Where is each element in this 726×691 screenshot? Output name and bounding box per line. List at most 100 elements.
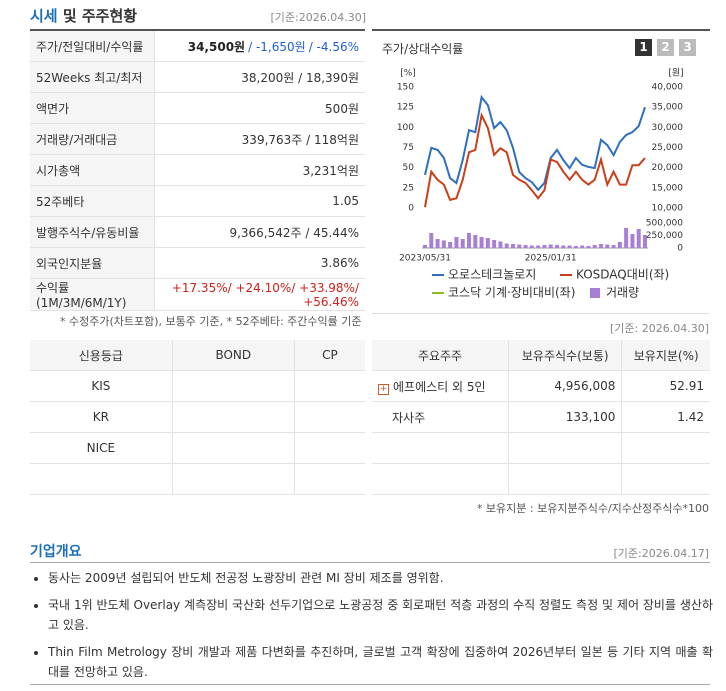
value: 500원 — [154, 92, 365, 124]
tick-label: 10,000 — [652, 204, 684, 214]
row: 액면가 500원 — [30, 92, 365, 124]
chart-title: 주가/상대수익률 — [382, 42, 464, 56]
cell: KR — [30, 401, 173, 433]
tab-button[interactable]: 2 — [657, 39, 674, 56]
credit-table: 신용등급 BOND CP KIS KR NICE — [30, 340, 365, 495]
tick-label: 35,000 — [652, 103, 684, 113]
legend-label: KOSDAQ대비(좌) — [576, 268, 669, 282]
tab-button[interactable]: 3 — [679, 39, 696, 56]
cell — [172, 463, 295, 495]
tick-label: 30,000 — [652, 123, 684, 133]
volume-bar — [448, 242, 453, 248]
volume-bar — [548, 244, 553, 248]
rule — [30, 684, 710, 685]
volume-bar — [586, 246, 591, 248]
tick-label: 15,000 — [652, 183, 684, 193]
volume-bar — [498, 241, 503, 248]
volume-bar — [567, 245, 572, 248]
volume-bar — [580, 245, 585, 248]
value: 1.05 — [154, 185, 365, 217]
tick-label: 500,000 — [646, 219, 683, 229]
volume-bar — [605, 244, 610, 248]
tick-label: 0 — [408, 204, 414, 214]
row: 시가총액 3,231억원 — [30, 154, 365, 186]
value-part: 9,366,542주 / 45.44% — [229, 225, 359, 240]
header-cell: BOND — [172, 340, 295, 371]
row: 발행주식수/유동비율 9,366,542주 / 45.44% — [30, 216, 365, 248]
volume-bar — [429, 233, 434, 248]
cell — [294, 370, 365, 402]
tick-label: 50 — [403, 163, 415, 173]
overview-item: 국내 1위 반도체 Overlay 계측장비 국산화 선두기업으로 노광공정 중… — [48, 595, 713, 635]
row: KIS — [30, 370, 365, 402]
axis-label: [%] — [400, 69, 416, 79]
volume-bar — [454, 237, 459, 248]
tab-button[interactable]: 1 — [635, 39, 652, 56]
tick-label: 100 — [397, 123, 414, 133]
value: 3.86% — [154, 247, 365, 279]
expand-icon[interactable]: + — [378, 383, 389, 395]
label: 거래량/거래대금 — [30, 123, 155, 155]
cell: 4,956,008 — [508, 370, 623, 402]
header-cell: CP — [294, 340, 365, 371]
cell — [30, 463, 173, 495]
value-part: 3.86% — [320, 256, 359, 270]
volume-bar — [441, 240, 446, 248]
series-line — [424, 112, 646, 208]
value-part: 500원 — [325, 101, 359, 116]
cell — [172, 401, 295, 433]
rule — [30, 29, 365, 31]
cell: KIS — [30, 370, 173, 402]
axis-label: [원] — [668, 68, 683, 79]
cell — [294, 463, 365, 495]
volume-bar — [630, 234, 635, 248]
volume-bar — [617, 242, 622, 248]
volume-bar — [467, 233, 471, 248]
value-part: 34,500원 — [187, 39, 246, 54]
cell-text: 에프에스티 외 5인 — [393, 379, 486, 394]
value-part: / -1,650원 — [248, 39, 306, 54]
series-line — [424, 94, 646, 192]
row — [372, 432, 710, 464]
cell-text: 52.91 — [669, 379, 704, 393]
label: 발행주식수/유동비율 — [30, 216, 155, 248]
cell: 1.42 — [621, 401, 710, 433]
header-cell: 보유지분(%) — [621, 340, 710, 371]
cell — [372, 463, 510, 495]
note: * 수정주가(차트포함), 보통주 기준, * 52주베타: 주간수익률 기준 — [60, 315, 362, 328]
tick-label: 25,000 — [652, 143, 684, 153]
date: [기준:2026.04.17] — [613, 547, 709, 560]
legend-label: 코스닥 기계·장비대비(좌) — [448, 286, 575, 300]
row: 자사주 133,100 1.42 — [372, 401, 710, 433]
tick-label: 75 — [403, 143, 414, 153]
row: 52주베타 1.05 — [30, 185, 365, 217]
volume-bar — [473, 235, 478, 248]
volume-bar — [485, 238, 490, 248]
volume-bar — [435, 239, 440, 248]
cell — [621, 432, 710, 464]
label: 시가총액 — [30, 154, 155, 186]
value-part: 1.05 — [332, 194, 359, 208]
row: NICE — [30, 432, 365, 464]
legend-label: 오로스테크놀로지 — [448, 268, 536, 282]
row: + 에프에스티 외 5인 4,956,008 52.91 — [372, 370, 710, 402]
volume-bar — [492, 240, 497, 248]
cell-text: 4,956,008 — [554, 379, 616, 393]
cell: + 에프에스티 외 5인 — [372, 370, 510, 402]
overview-item: Thin Film Metrology 장비 개발과 제품 다변화를 추진하며,… — [48, 642, 713, 682]
value-part: 38,200원 / 18,390원 — [241, 70, 359, 85]
header-cell: 보유주식수(보통) — [508, 340, 623, 371]
x-tick-label: 2023/05/31 — [399, 254, 451, 264]
date: [기준:2026.04.30] — [270, 11, 366, 24]
title-rest: 및 주주현황 — [62, 7, 138, 25]
volume-bar — [479, 237, 484, 248]
label: 주가/전일대비/수익률 — [30, 31, 155, 62]
rule — [30, 562, 710, 563]
volume-bar — [536, 245, 541, 248]
volume-bar — [504, 243, 509, 248]
volume-bar — [542, 245, 547, 248]
row: 외국인지분율 3.86% — [30, 247, 365, 279]
